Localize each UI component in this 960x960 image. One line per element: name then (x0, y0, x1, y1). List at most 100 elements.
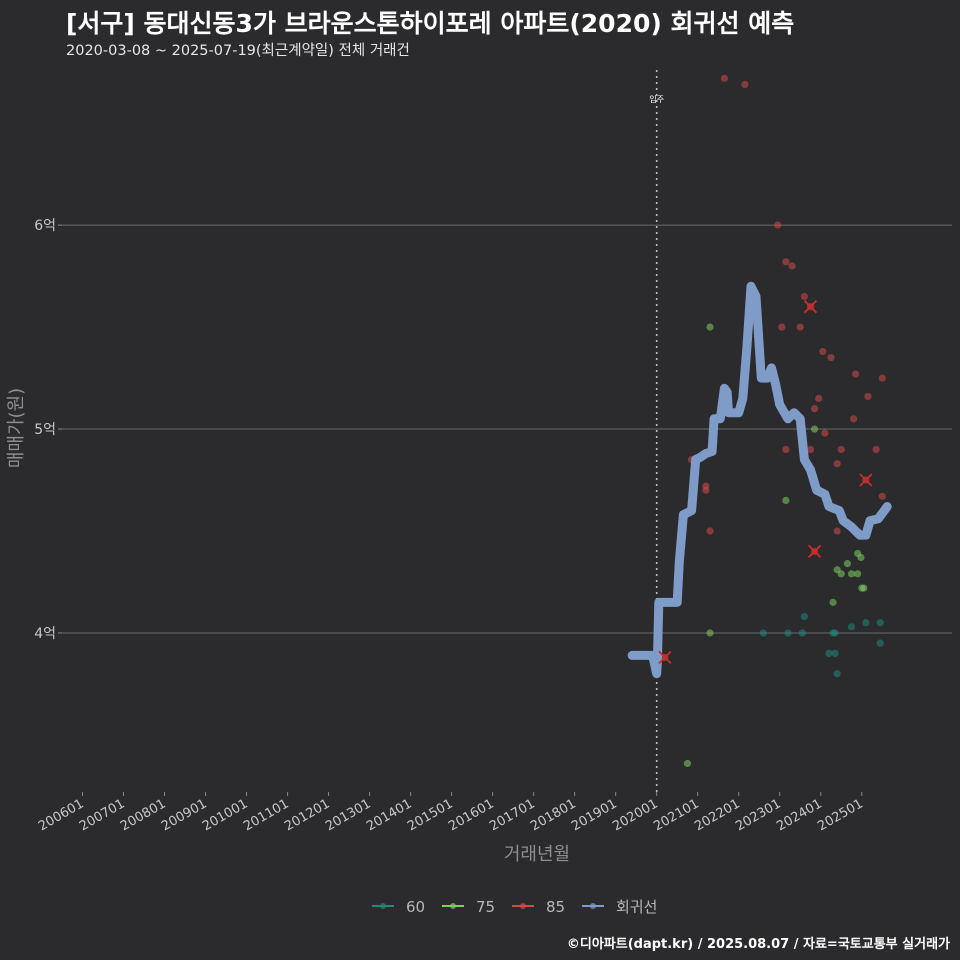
scatter-point-75 (811, 425, 819, 433)
legend-swatch-dot (450, 903, 456, 909)
scatter-point-75 (843, 560, 852, 568)
x-tick-label: 201801 (528, 796, 578, 834)
scatter-point-75 (860, 584, 868, 592)
grid-lines (62, 224, 952, 634)
source-credit: ©디아파트(dapt.kr) / 2025.08.07 / 자료=국토교통부 실… (566, 937, 950, 952)
legend-label: 회귀선 (616, 898, 657, 916)
x-tick-label: 201501 (405, 796, 455, 834)
scatter-point-75 (782, 496, 790, 505)
highlight-x-marker (658, 650, 672, 665)
x-tick-label: 201201 (282, 796, 332, 834)
scatter-point-85 (833, 460, 841, 468)
scatter-point-60 (862, 619, 870, 627)
y-tick-label: 6억 (34, 218, 56, 234)
x-tick-label: 201101 (241, 796, 291, 834)
x-tick-label: 201601 (446, 796, 496, 834)
legend-item-85: 85 (512, 898, 565, 916)
legend-item-60: 60 (372, 898, 425, 916)
scatter-point-85 (806, 445, 815, 454)
highlight-x-marker (807, 544, 822, 559)
x-tick-label: 202201 (692, 796, 742, 834)
legend-swatch-dot (380, 903, 386, 909)
x-tick-label: 202301 (733, 796, 783, 834)
scatter-point-85 (878, 492, 886, 500)
scatter-point-60 (831, 649, 839, 657)
scatter-point-85 (782, 258, 790, 266)
scatter-point-85 (821, 429, 829, 437)
scatter-point-85 (741, 80, 749, 89)
highlight-markers (658, 300, 873, 665)
scatter-point-75 (837, 570, 845, 578)
x-tick-label: 201001 (200, 796, 250, 834)
scatter-point-85 (782, 445, 790, 454)
scatter-point-85 (706, 527, 714, 535)
scatter-point-75 (706, 323, 714, 331)
x-tick-label: 200901 (159, 796, 209, 834)
legend-label: 60 (406, 898, 425, 916)
legend-item-75: 75 (442, 898, 495, 916)
x-axis-title: 거래년월 (504, 844, 570, 865)
marker-stroke (658, 650, 672, 665)
scatter-point-60 (759, 629, 767, 637)
scatter-point-60 (847, 623, 856, 631)
scatter-point-75 (857, 553, 865, 562)
scatter-point-85 (800, 292, 808, 301)
scatter-point-85 (774, 221, 782, 229)
scatter-point-85 (837, 445, 845, 454)
x-tick-label: 201401 (364, 796, 414, 834)
chart-title: [서구] 동대신동3가 브라운스톤하이포레 아파트(2020) 회귀선 예측 (66, 9, 795, 38)
scatter-point-75 (854, 570, 862, 578)
y-tick-label: 4억 (34, 626, 56, 642)
x-tick-label: 202501 (815, 796, 865, 834)
x-tick-label: 201301 (323, 796, 373, 834)
scatter-point-85 (815, 394, 823, 403)
legend-item-회귀선: 회귀선 (582, 898, 657, 916)
legend-swatch-dot (520, 903, 526, 909)
scatter-point-60 (876, 639, 884, 647)
highlight-x-marker (803, 300, 818, 314)
legend: 60 75 85 회귀선 (372, 898, 657, 916)
chart-subtitle: 2020-03-08 ~ 2025-07-19(최근계약일) 전체 거래건 (66, 43, 410, 59)
scatter-point-60 (831, 629, 839, 637)
scatter-point-85 (811, 405, 819, 413)
scatter-point-85 (849, 415, 858, 423)
x-tick-label: 201901 (569, 796, 619, 834)
y-tick-label: 5억 (34, 422, 56, 438)
x-tick-label: 200601 (36, 796, 86, 834)
scatter-point-85 (702, 486, 710, 494)
scatter-point-85 (833, 527, 841, 535)
scatter-point-85 (872, 445, 880, 454)
scatter-point-60 (825, 649, 833, 657)
scatter-point-60 (833, 670, 841, 678)
move-in-label: 입주 (649, 95, 664, 104)
scatter-point-85 (796, 323, 804, 331)
legend-label: 85 (546, 898, 565, 916)
scatter-point-60 (800, 613, 808, 621)
scatter-point-75 (847, 570, 856, 578)
highlight-x-marker (859, 473, 873, 487)
scatter-point-60 (876, 619, 884, 627)
scatter-point-85 (878, 374, 886, 382)
axes: 4억 5억 6억 2006012007012008012009012010012011… (6, 70, 866, 865)
scatter-point-85 (827, 354, 835, 362)
scatter-point-85 (864, 392, 872, 401)
legend-swatch-dot (590, 903, 596, 909)
x-tick-label: 202401 (774, 796, 824, 834)
scatter-point-85 (720, 74, 728, 82)
scatter-point-75 (706, 629, 714, 637)
x-tick-label: 200701 (77, 796, 127, 834)
x-tick-label: 202001 (610, 796, 660, 834)
y-axis-title: 매매가(원) (6, 388, 27, 468)
marker-stroke (803, 300, 818, 314)
scatter-point-85 (819, 347, 827, 356)
scatter-point-85 (788, 262, 796, 270)
scatter-point-60 (798, 629, 806, 637)
scatter-point-75 (829, 598, 837, 606)
x-tick-label: 201701 (487, 796, 537, 834)
scatter-point-75 (683, 759, 692, 768)
marker-stroke (859, 473, 873, 487)
x-tick-label: 200801 (118, 796, 168, 834)
scatter-point-85 (778, 323, 786, 331)
x-tick-label: 202101 (651, 796, 701, 834)
